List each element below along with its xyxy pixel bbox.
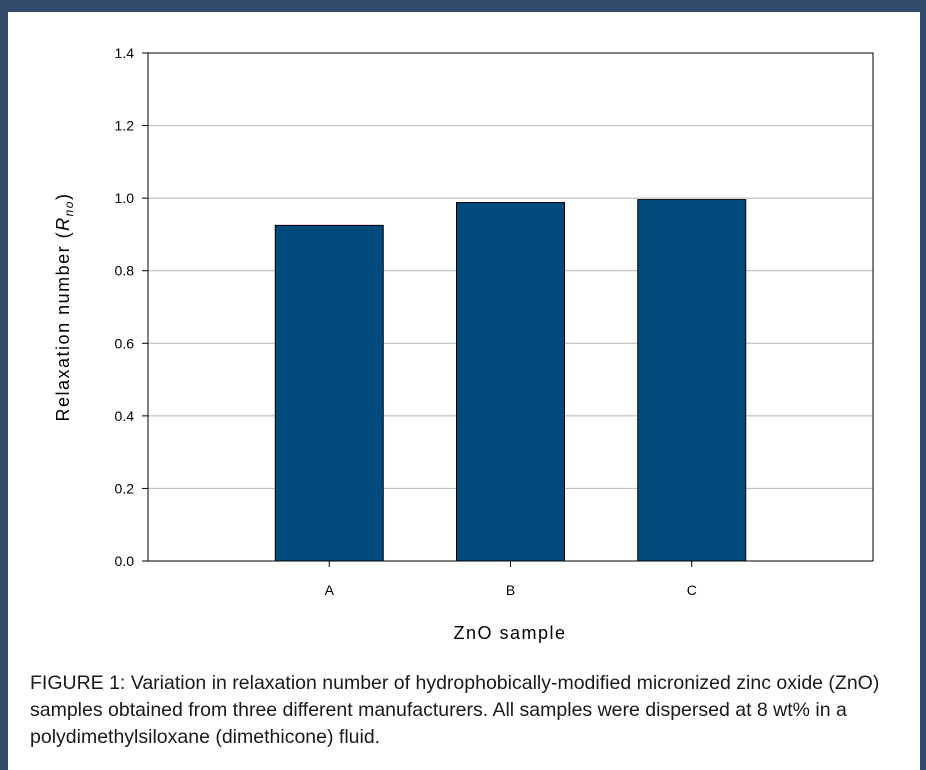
figure-border-right: [920, 0, 926, 770]
bars: [274, 199, 747, 562]
y-tick-label: 0.4: [115, 408, 135, 424]
y-axis-ticks: 0.0 0.2 0.4 0.6 0.8 1.0 1.2 1.4: [115, 45, 148, 569]
x-tick-label: C: [687, 582, 697, 598]
y-tick-label: 0.0: [115, 553, 135, 569]
x-axis-label: ZnO sample: [453, 623, 566, 643]
y-tick-label: 0.6: [115, 335, 135, 351]
figure-border-left: [0, 0, 8, 770]
y-tick-label: 1.2: [115, 118, 135, 134]
y-tick-label: 0.2: [115, 480, 135, 496]
bar-c: [637, 199, 747, 562]
x-tick-label: A: [325, 582, 335, 598]
y-axis-label: Relaxation number (Rno): [53, 193, 76, 422]
figure-border-top: [0, 0, 926, 12]
x-tick-label: B: [506, 582, 515, 598]
y-tick-label: 1.4: [115, 45, 135, 61]
y-tick-label: 1.0: [115, 190, 135, 206]
bar-b: [456, 201, 565, 562]
y-tick-label: 0.8: [115, 263, 135, 279]
bar-a: [274, 224, 384, 562]
figure-caption: FIGURE 1: Variation in relaxation number…: [30, 672, 880, 748]
x-axis-ticks: A B C: [325, 561, 697, 598]
